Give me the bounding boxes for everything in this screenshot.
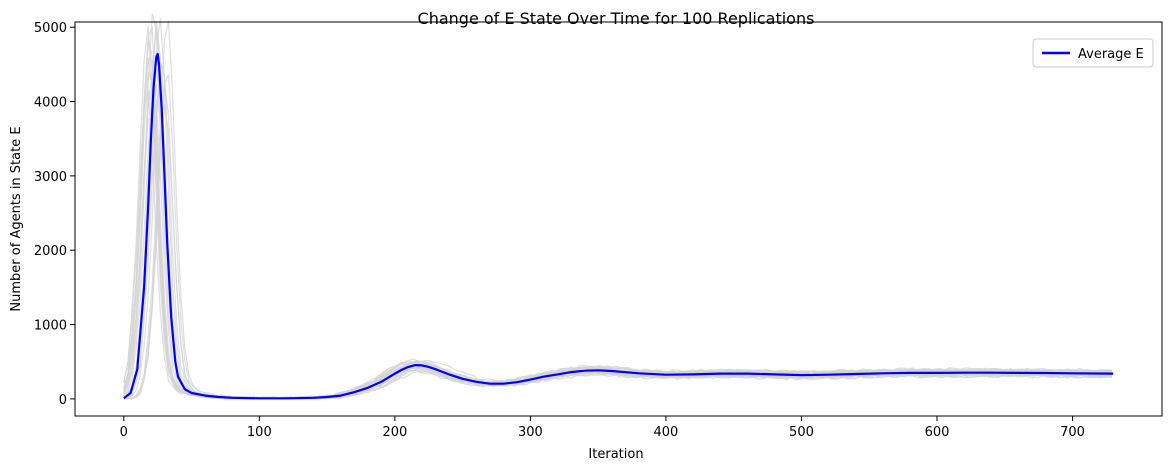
x-tick-label: 500	[789, 425, 814, 440]
y-tick-label: 5000	[34, 21, 67, 36]
y-tick-label: 4000	[34, 96, 67, 111]
y-tick-label: 0	[59, 393, 67, 408]
x-tick-label: 300	[518, 425, 543, 440]
x-axis-label: Iteration	[588, 447, 643, 462]
x-tick-label: 200	[382, 425, 407, 440]
x-tick-label: 700	[1060, 425, 1085, 440]
y-tick-label: 1000	[34, 319, 67, 334]
x-tick-label: 600	[925, 425, 950, 440]
x-tick-label: 100	[247, 425, 272, 440]
average-series-group	[123, 52, 1114, 400]
y-tick-label: 3000	[34, 170, 67, 185]
legend-box	[1032, 38, 1154, 68]
y-axis: 0 1000 2000 3000 4000 5000	[34, 21, 75, 408]
legend: Average E	[1032, 38, 1154, 68]
y-tick-label: 2000	[34, 244, 67, 259]
chart-title: Change of E State Over Time for 100 Repl…	[418, 9, 815, 28]
x-tick-label: 400	[654, 425, 679, 440]
plot-frame	[74, 21, 1163, 417]
x-axis: 0 100 200 300 400 500 600 700	[120, 416, 1085, 440]
y-axis-label: Number of Agents in State E	[9, 126, 24, 311]
average-e-line	[123, 52, 1114, 400]
x-tick-label: 0	[120, 425, 128, 440]
legend-label-average-e: Average E	[1078, 47, 1144, 62]
